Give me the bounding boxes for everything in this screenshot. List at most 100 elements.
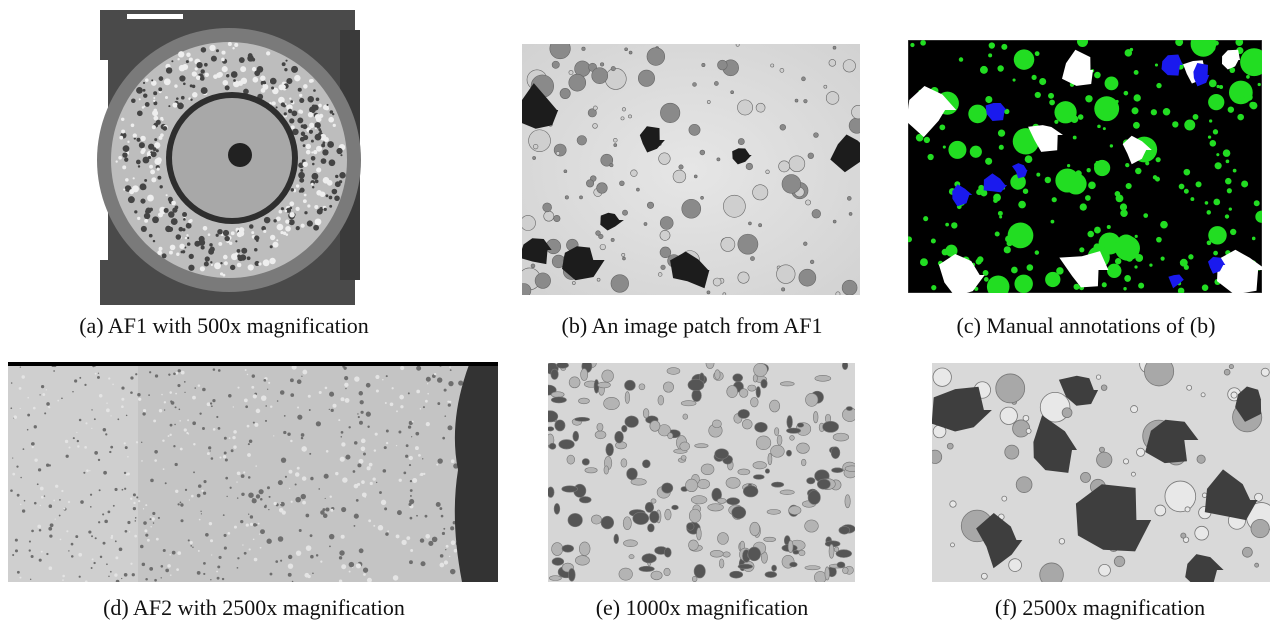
- pore: [679, 165, 683, 169]
- texture-speck: [176, 253, 179, 256]
- texture-speck: [280, 390, 285, 395]
- texture-speck: [118, 156, 122, 160]
- texture-speck: [152, 110, 158, 116]
- texture-speck: [143, 82, 145, 84]
- texture-speck: [349, 571, 351, 573]
- annotation-green: [1088, 182, 1096, 190]
- texture-speck: [247, 374, 248, 375]
- annotation-green: [1241, 180, 1248, 187]
- texture-speck: [339, 579, 342, 582]
- texture-speck: [192, 547, 193, 548]
- pore: [1197, 455, 1205, 463]
- texture-speck: [308, 395, 311, 398]
- pore: [1187, 385, 1192, 390]
- pore: [605, 68, 626, 89]
- texture-speck: [165, 482, 167, 484]
- texture-speck: [300, 188, 305, 193]
- pore: [715, 449, 729, 459]
- texture-speck: [283, 431, 286, 434]
- pore: [981, 573, 987, 579]
- texture-speck: [71, 555, 74, 558]
- texture-speck: [169, 554, 170, 555]
- texture-speck: [383, 469, 387, 473]
- texture-speck: [237, 497, 238, 498]
- texture-speck: [190, 545, 192, 547]
- texture-speck: [150, 151, 152, 153]
- texture-speck: [306, 150, 311, 155]
- texture-speck: [73, 437, 75, 439]
- texture-speck: [233, 406, 234, 407]
- texture-speck: [439, 507, 442, 510]
- texture-speck: [179, 409, 181, 411]
- texture-speck: [387, 530, 389, 532]
- texture-speck: [205, 73, 209, 77]
- texture-speck: [231, 71, 238, 78]
- pore: [1242, 547, 1252, 557]
- texture-speck: [227, 532, 230, 535]
- texture-speck: [313, 89, 316, 92]
- texture-speck: [370, 482, 373, 485]
- annotation-green: [1004, 246, 1011, 253]
- pore: [839, 526, 850, 534]
- texture-speck: [223, 455, 226, 458]
- texture-speck: [403, 472, 406, 475]
- pore: [837, 562, 845, 568]
- texture-speck: [147, 195, 154, 202]
- texture-speck: [91, 535, 93, 537]
- texture-speck: [168, 374, 170, 376]
- pore: [633, 512, 649, 524]
- annotation-green: [1151, 109, 1157, 115]
- pore: [825, 567, 830, 580]
- texture-speck: [153, 116, 158, 121]
- caption: (a) AF1 with 500x magnification: [79, 313, 369, 338]
- panel-a-image: [96, 10, 361, 305]
- texture-speck: [92, 558, 94, 560]
- pore: [1023, 415, 1029, 421]
- texture-speck: [263, 230, 266, 233]
- texture-speck: [341, 535, 345, 539]
- texture-speck: [130, 563, 132, 565]
- texture-speck: [130, 376, 133, 379]
- texture-speck: [282, 62, 286, 66]
- texture-speck: [22, 509, 25, 512]
- texture-speck: [291, 66, 298, 73]
- annotation-green: [976, 189, 982, 195]
- texture-speck: [164, 401, 166, 403]
- annotation-green: [1134, 265, 1137, 268]
- pore: [660, 217, 673, 230]
- texture-speck: [111, 535, 113, 537]
- texture-speck: [161, 565, 164, 568]
- texture-speck: [237, 557, 239, 559]
- pore: [689, 509, 701, 522]
- texture-speck: [170, 424, 173, 427]
- texture-speck: [279, 210, 283, 214]
- pore: [596, 231, 601, 236]
- texture-speck: [386, 442, 388, 444]
- texture-speck: [367, 466, 371, 470]
- texture-speck: [142, 412, 145, 415]
- texture-speck: [205, 533, 209, 537]
- texture-speck: [198, 239, 205, 246]
- texture-speck: [450, 369, 452, 371]
- texture-speck: [334, 195, 340, 201]
- texture-speck: [359, 421, 363, 425]
- pore: [680, 442, 690, 451]
- texture-speck: [179, 244, 184, 249]
- texture-speck: [270, 235, 275, 240]
- texture-speck: [65, 440, 68, 443]
- texture-speck: [423, 406, 425, 408]
- pore: [557, 362, 569, 368]
- texture-speck: [248, 476, 251, 479]
- pore: [761, 379, 767, 388]
- texture-speck: [410, 549, 413, 552]
- texture-speck: [248, 492, 253, 497]
- texture-speck: [299, 94, 302, 97]
- annotation-green: [1135, 168, 1141, 174]
- texture-speck: [303, 84, 308, 89]
- texture-speck: [357, 463, 361, 467]
- pore: [753, 475, 764, 480]
- texture-speck: [289, 97, 291, 99]
- texture-speck: [157, 176, 161, 180]
- annotation-green: [1125, 49, 1132, 56]
- texture-speck: [177, 503, 179, 505]
